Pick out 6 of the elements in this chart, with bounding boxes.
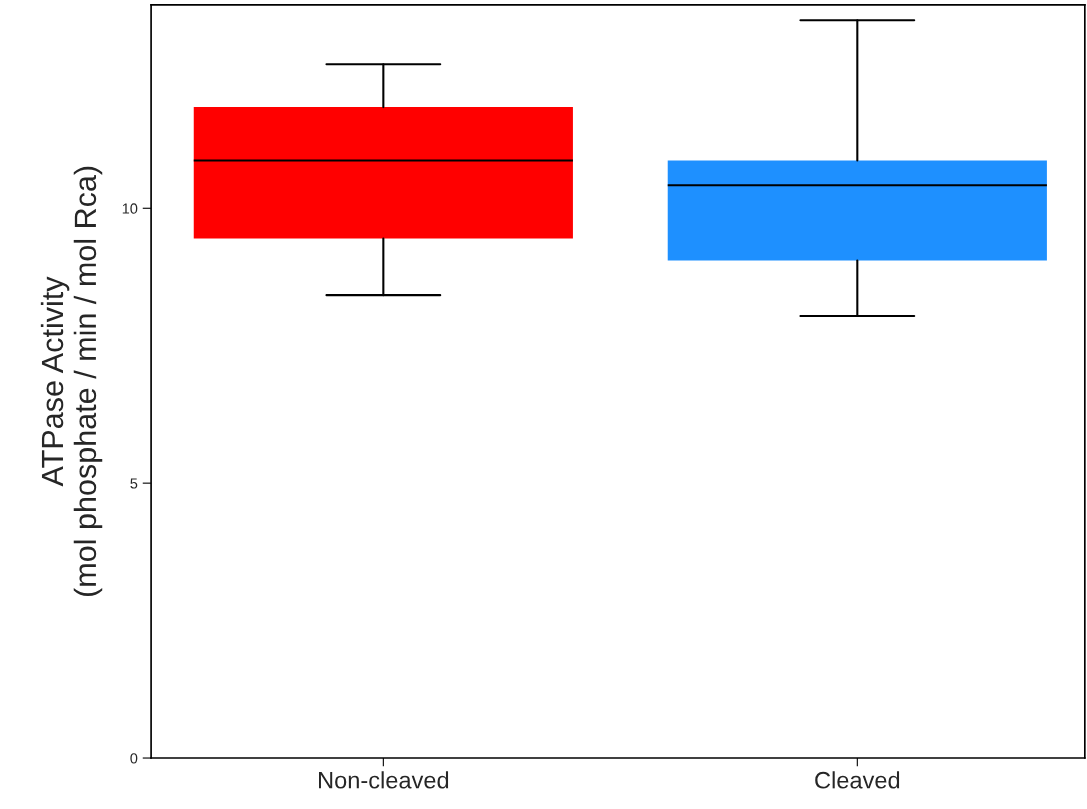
y-tick-label: 5	[130, 478, 138, 489]
x-tick-label: Cleaved	[815, 771, 900, 789]
y-tick-label: 0	[130, 753, 138, 764]
y-axis-title: ATPase Activity (mol phosphate / min / mol Rca)	[40, 166, 103, 597]
y-tick-label: 10	[122, 203, 138, 214]
x-tick-label: Non-cleaved	[319, 771, 449, 789]
